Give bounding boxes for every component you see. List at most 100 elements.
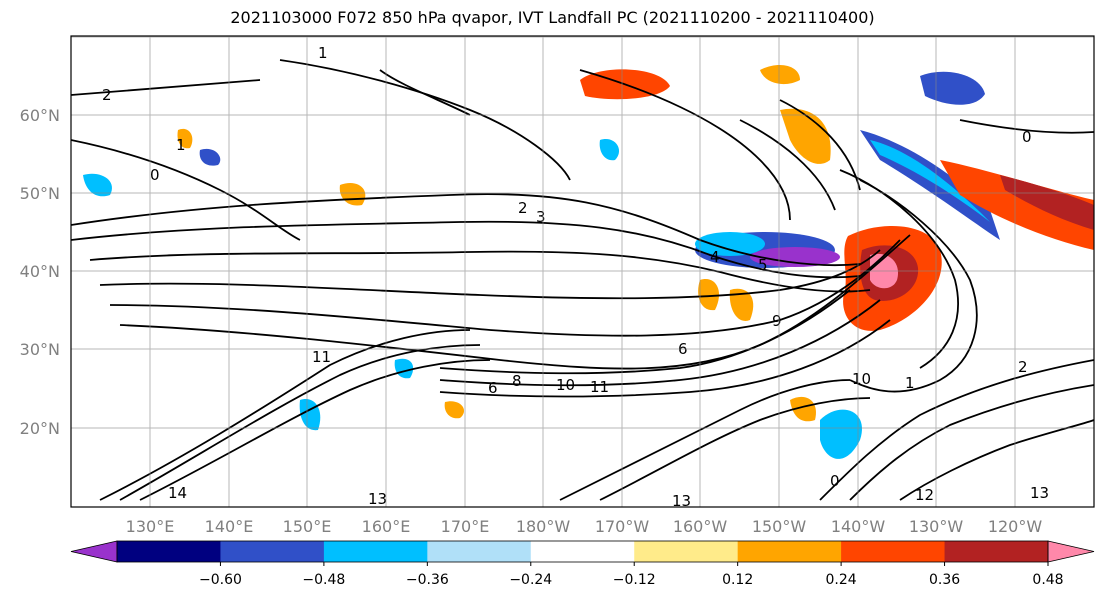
- contour-label: 13: [1030, 484, 1049, 502]
- siberia-negative-patch: [83, 173, 112, 197]
- contour-line: [819, 359, 1094, 501]
- midocean-positive-patch-2: [698, 279, 720, 311]
- colorbar-tick-label: 0.48: [1032, 572, 1063, 588]
- contour-label: 2: [102, 86, 112, 104]
- contour-line: [71, 79, 261, 96]
- contour-line: [89, 250, 871, 293]
- colorbar-segment: [634, 541, 739, 562]
- contour-line: [599, 397, 871, 501]
- lon-label: 150°E: [283, 517, 332, 536]
- midocean-positive-patch: [729, 288, 754, 321]
- contour-line: [849, 384, 1094, 501]
- lon-label: 130°W: [909, 517, 964, 536]
- contour-label: 8: [512, 372, 522, 390]
- contour-label: 9: [772, 312, 782, 330]
- colorbar-segment: [530, 541, 635, 562]
- subtropic-negative-patch: [394, 358, 414, 379]
- contour-label: 2: [518, 199, 528, 217]
- colorbar-tick-label: −0.48: [302, 572, 345, 588]
- contour-line: [439, 299, 881, 387]
- colorbar-tick-label: −0.60: [199, 572, 242, 588]
- colorbar-outline: [116, 540, 1049, 563]
- tropical-negative-patch: [820, 409, 862, 459]
- contour-label: 2: [1018, 358, 1028, 376]
- colorbar-segment: [220, 541, 325, 562]
- latitude-labels: 60°N 50°N 40°N 30°N 20°N: [20, 106, 60, 438]
- colorbar-extend-max: [1047, 540, 1095, 563]
- contour-label: 0: [150, 166, 160, 184]
- kamchatka-positive-patch: [177, 128, 193, 149]
- contour-label: 10: [556, 376, 575, 394]
- north-pacific-negative-patch: [599, 139, 620, 161]
- contour-label: 14: [168, 484, 187, 502]
- lat-label: 60°N: [20, 106, 60, 125]
- coastal-negative-edge: [870, 140, 990, 222]
- contour-line: [559, 379, 851, 501]
- contour-label: 12: [915, 486, 934, 504]
- contour-line: [99, 329, 471, 501]
- lon-label: 140°E: [205, 517, 254, 536]
- contour-line: [119, 234, 911, 370]
- lon-label: 170°E: [441, 517, 490, 536]
- contour-line: [839, 169, 959, 369]
- lat-label: 50°N: [20, 184, 60, 203]
- contour-line: [139, 359, 491, 501]
- lon-label: 140°W: [831, 517, 886, 536]
- colorbar-segment: [944, 541, 1049, 562]
- colorbar-tick-label: 0.12: [722, 572, 753, 588]
- colorbar-segment: [737, 541, 842, 562]
- lon-label: 130°E: [126, 517, 175, 536]
- lon-label: 150°W: [752, 517, 807, 536]
- coastal-positive-core: [1000, 175, 1094, 230]
- lon-label: 160°E: [362, 517, 411, 536]
- colorbar-segment: [427, 541, 532, 562]
- contour-label: 13: [672, 492, 691, 510]
- lon-label: 170°W: [595, 517, 650, 536]
- lat-label: 30°N: [20, 340, 60, 359]
- contour-line: [779, 99, 861, 191]
- contour-line: [849, 179, 978, 393]
- contour-label: 0: [1022, 128, 1032, 146]
- lat-label: 40°N: [20, 262, 60, 281]
- contour-label: 1: [318, 44, 328, 62]
- colorbar-tick-label: −0.12: [613, 572, 656, 588]
- contour-line: [439, 319, 891, 398]
- colorbar-tick-label: 0.36: [929, 572, 960, 588]
- lon-label: 180°W: [516, 517, 571, 536]
- colorbar: [70, 540, 1095, 563]
- subtropic-positive-patch: [444, 401, 465, 419]
- contour-label: 1: [176, 136, 186, 154]
- contour-label: 13: [368, 490, 387, 508]
- okhotsk-negative-patch: [199, 148, 221, 166]
- lat-label: 20°N: [20, 419, 60, 438]
- contour-label: 1: [905, 374, 915, 392]
- colorbar-extend-min: [70, 540, 118, 563]
- lon-label: 160°W: [673, 517, 728, 536]
- map-area: 1 2 0 1 0 2 3 4 5 6 6 8 9 10 11 11 10 1 …: [71, 36, 1094, 510]
- contour-line: [71, 139, 301, 241]
- colorbar-segment: [841, 541, 946, 562]
- map-frame: [70, 35, 1095, 508]
- contour-line: [959, 119, 1094, 134]
- lon-label: 120°W: [988, 517, 1043, 536]
- contour-line: [379, 69, 471, 116]
- contour-label: 10: [852, 370, 871, 388]
- colorbar-tick-label: 0.24: [826, 572, 857, 588]
- contour-label: 11: [312, 348, 331, 366]
- gulf-positive-patch: [780, 108, 831, 164]
- contour-label: 0: [830, 472, 840, 490]
- contour-label: 5: [758, 256, 768, 274]
- contour-label: 4: [710, 248, 720, 266]
- contour-label: 6: [488, 379, 498, 397]
- ivt-contours: [71, 59, 1094, 501]
- contour-line: [439, 289, 851, 375]
- map-title: 2021103000 F072 850 hPa qvapor, IVT Land…: [230, 8, 875, 27]
- alaska-positive-patch: [760, 65, 800, 85]
- negative-anomaly-core: [750, 247, 840, 267]
- colorbar-tick-label: −0.36: [406, 572, 449, 588]
- contour-line: [99, 249, 881, 300]
- colorbar-tick-label: −0.24: [509, 572, 552, 588]
- colorbar-segment: [323, 541, 428, 562]
- contour-label: 3: [536, 208, 546, 226]
